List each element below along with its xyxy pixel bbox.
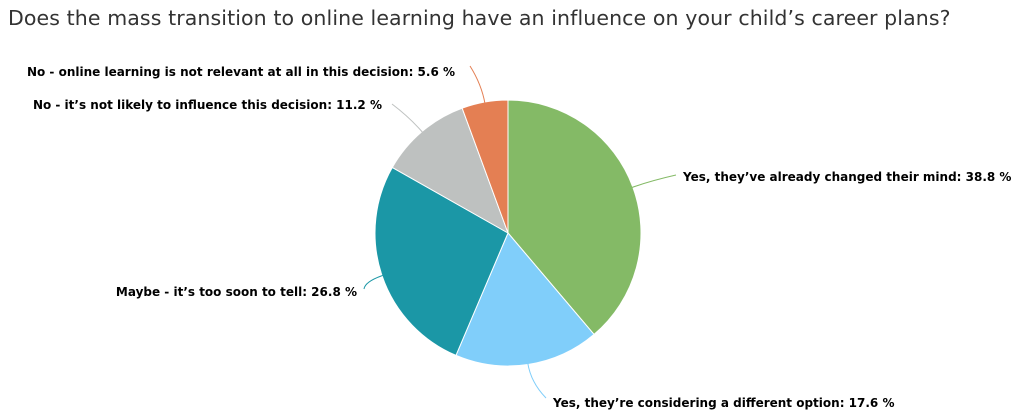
chart-title: Does the mass transition to online learn… — [8, 6, 951, 30]
connector-line — [630, 174, 677, 189]
data-label: No - online learning is not relevant at … — [27, 65, 455, 79]
connector-line — [527, 362, 547, 399]
data-label: No - it’s not likely to influence this d… — [33, 98, 382, 112]
connector-line — [363, 274, 385, 290]
connector-line — [469, 65, 486, 105]
data-label: Yes, they’re considering a different opt… — [552, 396, 894, 410]
data-label: Yes, they’ve already changed their mind:… — [682, 170, 1011, 184]
data-label: Maybe - it’s too soon to tell: 26.8 % — [116, 285, 357, 299]
connector-line — [391, 103, 424, 134]
